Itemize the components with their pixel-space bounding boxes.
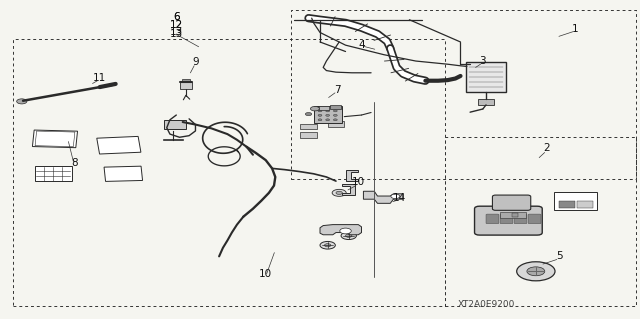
Text: 13: 13 — [170, 27, 183, 37]
Polygon shape — [346, 170, 358, 181]
FancyBboxPatch shape — [511, 213, 518, 217]
Circle shape — [527, 267, 545, 276]
Circle shape — [318, 115, 322, 116]
Text: 14: 14 — [393, 193, 406, 203]
Circle shape — [516, 262, 555, 281]
FancyBboxPatch shape — [486, 214, 499, 224]
FancyBboxPatch shape — [330, 105, 341, 109]
Circle shape — [324, 244, 331, 247]
Polygon shape — [320, 225, 362, 235]
FancyBboxPatch shape — [300, 123, 317, 129]
Text: 5: 5 — [556, 251, 563, 261]
Text: 10: 10 — [352, 177, 365, 187]
Text: 11: 11 — [93, 72, 106, 83]
Circle shape — [340, 228, 351, 234]
Text: 1: 1 — [572, 24, 579, 34]
FancyBboxPatch shape — [33, 130, 77, 148]
Text: 9: 9 — [192, 57, 199, 67]
Circle shape — [346, 234, 352, 237]
FancyBboxPatch shape — [300, 132, 317, 138]
Text: 12: 12 — [170, 20, 183, 31]
FancyBboxPatch shape — [316, 108, 332, 114]
Circle shape — [332, 189, 346, 196]
Circle shape — [318, 110, 322, 112]
Circle shape — [326, 115, 330, 116]
FancyBboxPatch shape — [314, 106, 342, 123]
Text: 7: 7 — [334, 85, 340, 95]
FancyBboxPatch shape — [577, 201, 593, 208]
Circle shape — [391, 194, 400, 198]
FancyBboxPatch shape — [328, 122, 344, 127]
Circle shape — [17, 99, 27, 104]
FancyBboxPatch shape — [323, 114, 339, 120]
Text: 6: 6 — [173, 11, 180, 22]
FancyBboxPatch shape — [35, 166, 72, 182]
FancyBboxPatch shape — [514, 214, 527, 224]
FancyBboxPatch shape — [492, 195, 531, 210]
FancyBboxPatch shape — [104, 166, 143, 182]
Text: 12: 12 — [170, 19, 183, 30]
Circle shape — [336, 191, 342, 195]
Circle shape — [326, 110, 330, 112]
Circle shape — [333, 115, 337, 116]
Polygon shape — [342, 184, 355, 195]
Circle shape — [310, 107, 319, 111]
Circle shape — [305, 113, 312, 116]
Text: XT2A0E9200: XT2A0E9200 — [458, 300, 515, 309]
Text: 10: 10 — [259, 270, 272, 279]
Text: 4: 4 — [358, 40, 365, 49]
Polygon shape — [364, 191, 403, 203]
FancyBboxPatch shape — [554, 192, 597, 210]
Circle shape — [326, 119, 330, 121]
Text: 8: 8 — [71, 158, 77, 168]
FancyBboxPatch shape — [319, 107, 329, 110]
FancyBboxPatch shape — [467, 62, 506, 92]
FancyBboxPatch shape — [474, 206, 542, 235]
Circle shape — [333, 110, 337, 112]
Circle shape — [320, 241, 335, 249]
Text: 13: 13 — [170, 29, 183, 39]
Text: 3: 3 — [479, 56, 486, 66]
Circle shape — [318, 119, 322, 121]
FancyBboxPatch shape — [179, 82, 192, 89]
FancyBboxPatch shape — [182, 79, 189, 82]
FancyBboxPatch shape — [500, 212, 525, 218]
FancyBboxPatch shape — [559, 201, 575, 208]
FancyBboxPatch shape — [97, 137, 141, 154]
Text: 6: 6 — [173, 11, 180, 22]
FancyBboxPatch shape — [164, 121, 186, 129]
Text: 2: 2 — [543, 143, 550, 153]
FancyBboxPatch shape — [500, 214, 513, 224]
Circle shape — [333, 119, 337, 121]
FancyBboxPatch shape — [478, 99, 493, 105]
Circle shape — [341, 232, 356, 240]
FancyBboxPatch shape — [528, 214, 541, 224]
